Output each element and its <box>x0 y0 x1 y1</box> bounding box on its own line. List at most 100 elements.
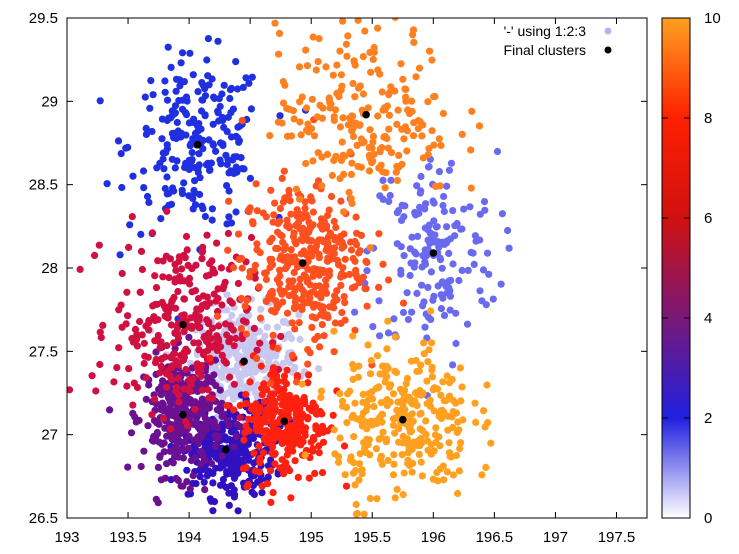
data-point <box>150 437 158 445</box>
data-point <box>339 402 347 410</box>
data-point <box>478 297 486 305</box>
data-point <box>318 182 326 190</box>
data-point <box>300 288 308 296</box>
data-point <box>395 425 403 433</box>
data-point <box>406 428 414 436</box>
data-point <box>175 404 183 413</box>
data-point <box>391 367 399 375</box>
data-point <box>185 333 193 341</box>
data-point <box>375 519 382 526</box>
data-point <box>423 437 431 445</box>
data-point <box>142 322 150 330</box>
data-point <box>248 488 256 496</box>
data-point <box>273 304 281 312</box>
data-point <box>376 370 384 378</box>
data-point <box>355 84 363 92</box>
data-point <box>180 328 188 336</box>
data-point <box>456 445 464 453</box>
data-point <box>376 148 384 156</box>
data-point <box>293 372 301 380</box>
data-point <box>246 174 254 182</box>
data-point <box>171 102 180 110</box>
data-point <box>280 246 288 254</box>
data-point <box>417 458 425 466</box>
data-point <box>218 369 226 377</box>
data-point <box>311 469 319 477</box>
data-point <box>200 478 208 486</box>
data-point <box>428 339 436 347</box>
data-point <box>352 213 360 221</box>
data-point <box>191 177 199 185</box>
data-point <box>332 152 340 160</box>
data-point <box>362 257 370 265</box>
data-point <box>156 369 164 377</box>
data-point <box>356 121 364 130</box>
data-point <box>394 106 402 114</box>
data-point <box>278 463 286 471</box>
data-point <box>261 269 269 277</box>
data-point <box>219 410 227 418</box>
data-point <box>162 148 170 157</box>
data-point <box>435 412 443 420</box>
data-point <box>301 451 309 459</box>
data-point <box>348 413 356 421</box>
data-point <box>160 302 168 310</box>
data-point <box>305 474 313 482</box>
data-point <box>363 435 371 444</box>
data-point <box>172 474 180 483</box>
data-point <box>401 436 409 444</box>
data-point <box>238 254 246 263</box>
data-point <box>173 118 181 127</box>
data-point <box>352 510 361 518</box>
data-point <box>320 332 328 340</box>
data-point <box>187 140 195 148</box>
data-point <box>128 213 136 221</box>
data-point <box>399 491 407 499</box>
data-point <box>252 180 260 188</box>
data-point <box>406 411 414 419</box>
data-point <box>424 283 432 291</box>
data-point <box>219 475 227 484</box>
data-point <box>348 159 356 167</box>
data-point <box>242 390 250 399</box>
data-point <box>267 186 275 194</box>
data-point <box>154 463 162 471</box>
data-point <box>427 307 435 315</box>
data-point <box>291 305 299 313</box>
data-point <box>454 418 462 426</box>
data-point <box>212 382 220 390</box>
data-point <box>197 305 205 313</box>
data-point <box>329 411 337 419</box>
data-point <box>210 418 218 426</box>
data-point <box>323 211 332 220</box>
data-point <box>361 279 369 287</box>
data-point <box>432 424 440 432</box>
data-point <box>413 289 421 297</box>
data-point <box>476 287 484 295</box>
data-point <box>204 159 212 167</box>
data-point <box>125 365 133 373</box>
data-point <box>416 118 424 126</box>
data-point <box>355 460 364 468</box>
data-point <box>216 102 224 111</box>
data-point <box>174 361 183 369</box>
data-point <box>209 120 217 128</box>
data-point <box>287 494 295 502</box>
data-point <box>129 401 137 409</box>
data-point <box>333 61 341 69</box>
data-point <box>399 308 408 317</box>
data-point <box>216 386 224 394</box>
data-point <box>242 464 250 472</box>
data-point <box>193 360 201 368</box>
data-point <box>225 338 233 346</box>
data-point <box>289 396 298 404</box>
data-point <box>317 387 326 395</box>
data-point <box>283 366 291 374</box>
data-point <box>419 389 427 397</box>
data-point <box>393 485 401 493</box>
data-point <box>413 402 421 410</box>
data-point <box>118 183 126 192</box>
data-point <box>103 180 111 188</box>
data-point <box>390 315 398 323</box>
data-point <box>389 390 398 398</box>
